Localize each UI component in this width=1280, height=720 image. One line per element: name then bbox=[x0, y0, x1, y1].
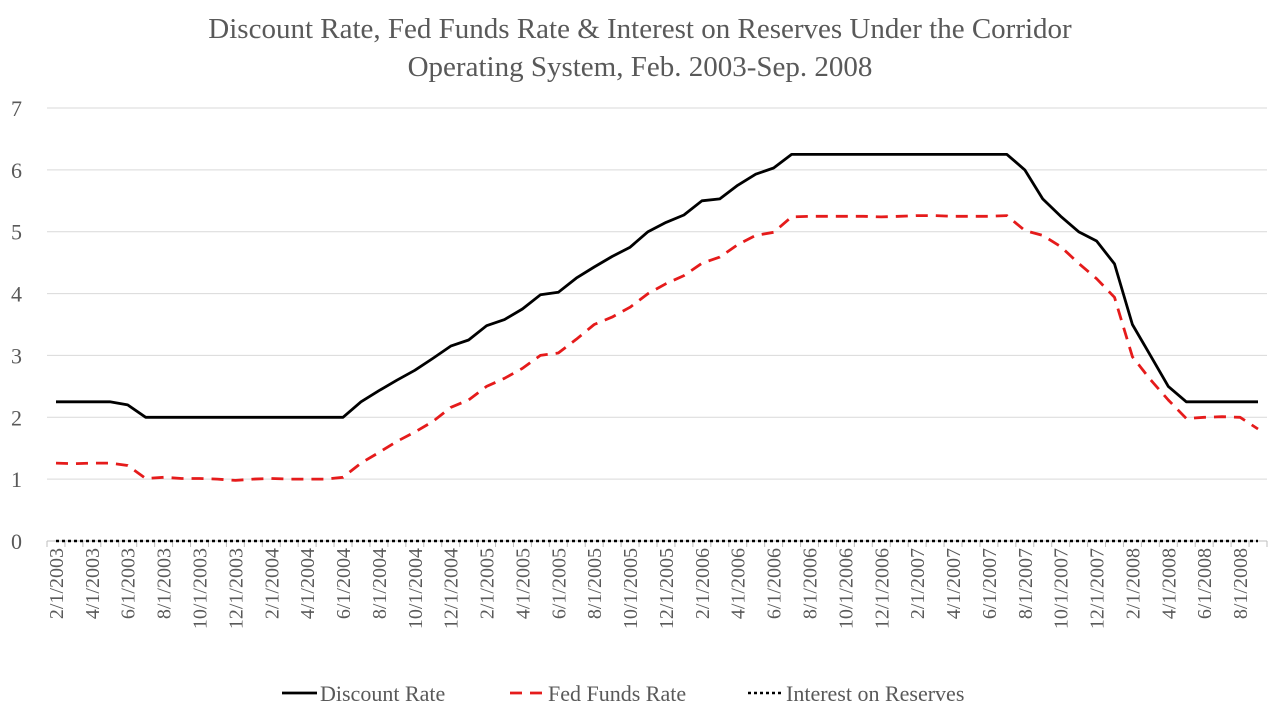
x-tick-label: 6/1/2006 bbox=[764, 548, 786, 619]
series-line-discount-rate bbox=[56, 152, 1258, 419]
x-tick-label: 10/1/2006 bbox=[835, 548, 857, 629]
y-tick-label: 3 bbox=[11, 343, 22, 368]
x-tick-label: 6/1/2005 bbox=[548, 548, 570, 619]
x-tick-label: 2/1/2007 bbox=[907, 548, 929, 619]
x-tick-label: 12/1/2003 bbox=[225, 548, 247, 629]
y-tick-label: 0 bbox=[11, 529, 22, 554]
y-tick-label: 2 bbox=[11, 405, 22, 430]
chart-title-line-1: Discount Rate, Fed Funds Rate & Interest… bbox=[208, 13, 1072, 45]
x-tick-label: 12/1/2007 bbox=[1087, 548, 1109, 629]
x-tick-label: 12/1/2006 bbox=[871, 548, 893, 629]
x-tick-label: 4/1/2008 bbox=[1158, 548, 1180, 619]
legend-label: Discount Rate bbox=[320, 681, 445, 706]
series-line-fed-funds-rate bbox=[55, 214, 1259, 482]
legend-label: Fed Funds Rate bbox=[548, 681, 686, 706]
x-tick-label: 4/1/2003 bbox=[82, 548, 104, 619]
x-tick-label: 10/1/2007 bbox=[1051, 548, 1073, 629]
x-tick-label: 4/1/2004 bbox=[297, 548, 319, 619]
x-axis: 2/1/2003 4/1/2003 6/1/2003 8/1/2003 10/1/200… bbox=[46, 540, 1268, 629]
series-lines bbox=[55, 152, 1259, 543]
x-tick-label: 2/1/2008 bbox=[1122, 548, 1144, 619]
x-tick-label: 6/1/2003 bbox=[118, 548, 140, 619]
x-tick-label: 12/1/2005 bbox=[656, 548, 678, 629]
x-tick-label: 2/1/2006 bbox=[692, 548, 714, 619]
gridlines bbox=[47, 107, 1267, 480]
x-tick-label: 12/1/2004 bbox=[441, 548, 463, 629]
x-tick-label: 8/1/2003 bbox=[154, 548, 176, 619]
x-tick-label: 4/1/2006 bbox=[728, 548, 750, 619]
y-tick-label: 5 bbox=[11, 220, 22, 245]
x-tick-label: 8/1/2004 bbox=[369, 548, 391, 619]
legend-label: Interest on Reserves bbox=[786, 681, 964, 706]
x-tick-label: 6/1/2004 bbox=[333, 548, 355, 619]
x-tick-label: 8/1/2007 bbox=[1015, 548, 1037, 619]
x-tick-label: 8/1/2005 bbox=[584, 548, 606, 619]
x-tick-label: 4/1/2005 bbox=[512, 548, 534, 619]
y-tick-label: 6 bbox=[11, 158, 22, 183]
x-tick-label: 2/1/2003 bbox=[46, 548, 68, 619]
x-tick-label: 8/1/2006 bbox=[800, 548, 822, 619]
chart-title: Discount Rate, Fed Funds Rate & Interest… bbox=[0, 10, 1280, 86]
legend: Discount Rate Fed Funds Rate Interest on R… bbox=[282, 681, 964, 706]
x-tick-label: 2/1/2004 bbox=[261, 548, 283, 619]
x-tick-label: 6/1/2008 bbox=[1194, 548, 1216, 619]
x-tick-label: 4/1/2007 bbox=[943, 548, 965, 619]
y-tick-label: 4 bbox=[11, 282, 22, 307]
x-tick-label: 10/1/2004 bbox=[405, 548, 427, 629]
x-tick-label: 2/1/2005 bbox=[477, 548, 499, 619]
x-tick-label: 6/1/2007 bbox=[979, 548, 1001, 619]
y-tick-label: 1 bbox=[11, 467, 22, 492]
x-tick-label: 10/1/2005 bbox=[620, 548, 642, 629]
x-tick-label: 10/1/2003 bbox=[190, 548, 212, 629]
y-tick-label: 7 bbox=[11, 96, 22, 121]
chart-title-line-2: Operating System, Feb. 2003-Sep. 2008 bbox=[407, 51, 873, 83]
x-tick-label: 8/1/2008 bbox=[1230, 548, 1252, 619]
y-axis: 0 1 2 3 4 5 6 7 bbox=[11, 96, 22, 554]
